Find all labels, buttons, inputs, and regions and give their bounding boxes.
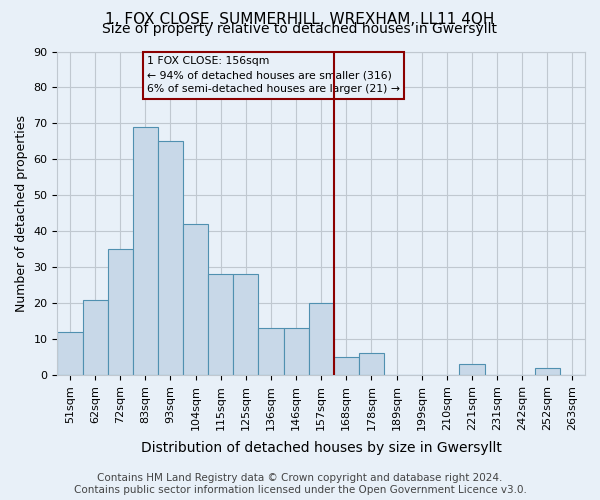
Bar [158, 142, 183, 375]
X-axis label: Distribution of detached houses by size in Gwersyllt: Distribution of detached houses by size … [141, 441, 502, 455]
Bar [133, 127, 158, 375]
Y-axis label: Number of detached properties: Number of detached properties [15, 115, 28, 312]
Bar [535, 368, 560, 375]
Bar [308, 303, 334, 375]
Bar [58, 332, 83, 375]
Bar [359, 354, 384, 375]
Bar [83, 300, 107, 375]
Text: Contains HM Land Registry data © Crown copyright and database right 2024.
Contai: Contains HM Land Registry data © Crown c… [74, 474, 526, 495]
Bar [259, 328, 284, 375]
Bar [334, 357, 359, 375]
Bar [233, 274, 259, 375]
Text: 1 FOX CLOSE: 156sqm
← 94% of detached houses are smaller (316)
6% of semi-detach: 1 FOX CLOSE: 156sqm ← 94% of detached ho… [147, 56, 400, 94]
Bar [183, 224, 208, 375]
Bar [208, 274, 233, 375]
Bar [284, 328, 308, 375]
Text: 1, FOX CLOSE, SUMMERHILL, WREXHAM, LL11 4QH: 1, FOX CLOSE, SUMMERHILL, WREXHAM, LL11 … [106, 12, 494, 28]
Bar [460, 364, 485, 375]
Bar [107, 249, 133, 375]
Text: Size of property relative to detached houses in Gwersyllt: Size of property relative to detached ho… [103, 22, 497, 36]
